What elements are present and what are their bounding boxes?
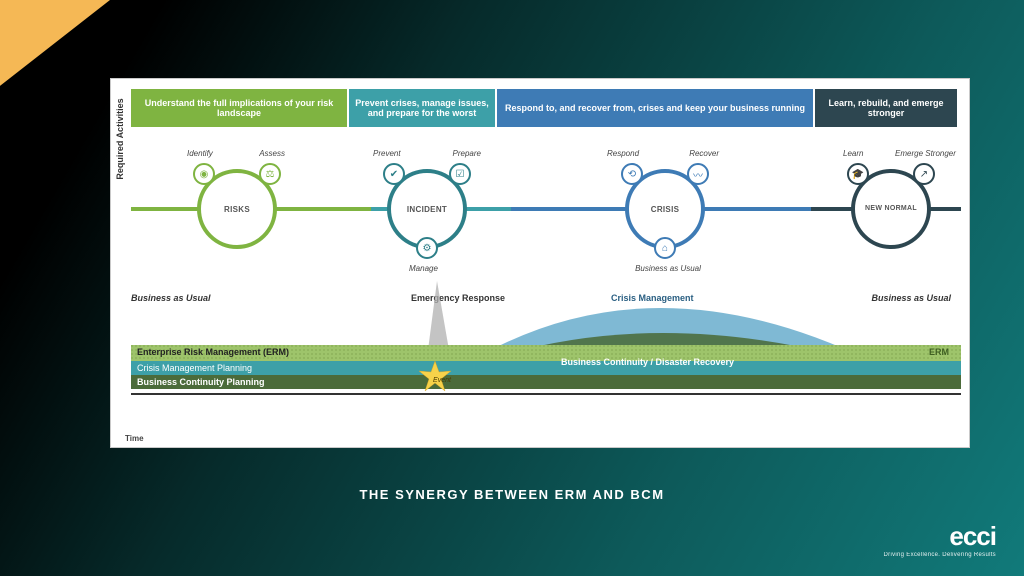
assess-label: Assess [259, 149, 285, 158]
respond-icon: ⟲ [621, 163, 643, 185]
learn-icon: 🎓 [847, 163, 869, 185]
respond-label: Respond [607, 149, 639, 158]
slide-caption: THE SYNERGY BETWEEN ERM AND BCM [0, 487, 1024, 502]
manage-icon: ⚙ [416, 237, 438, 259]
prepare-icon: ☑ [449, 163, 471, 185]
phase-risks: Understand the full implications of your… [131, 89, 347, 127]
cmp-band-label: Crisis Management Planning [137, 363, 252, 373]
logo-tagline: Driving Excellence. Delivering Results [884, 552, 996, 558]
emerge-label: Emerge Stronger [895, 149, 965, 158]
bands-region: Enterprise Risk Management (ERM) ERM Cri… [131, 309, 961, 395]
diagram-inner: Understand the full implications of your… [131, 89, 961, 427]
identify-label: Identify [187, 149, 213, 158]
bau-icon: ⌂ [654, 237, 676, 259]
node-incident: INCIDENT ✔ Prevent ☑ Prepare ⚙ Manage [387, 169, 467, 249]
phase-newnormal: Learn, rebuild, and emerge stronger [815, 89, 957, 127]
prevent-label: Prevent [373, 149, 401, 158]
erm-right-label: ERM [929, 347, 949, 357]
prepare-label: Prepare [453, 149, 481, 158]
manage-label: Manage [409, 264, 438, 273]
event-star-label: Event [421, 377, 463, 384]
emerge-icon: ↗ [913, 163, 935, 185]
phase-incident: Prevent crises, manage issues, and prepa… [349, 89, 495, 127]
recover-icon: 〰 [687, 163, 709, 185]
node-risks: RISKS ◉ Identify ⚖ Assess [197, 169, 277, 249]
timeline-area: RISKS ◉ Identify ⚖ Assess INCIDENT ✔ Pre… [131, 133, 961, 293]
ecci-logo: ecci Driving Excellence. Delivering Resu… [884, 521, 996, 558]
x-axis-label: Time [125, 434, 144, 443]
phase-crisis: Respond to, and recover from, crises and… [497, 89, 813, 127]
learn-label: Learn [843, 149, 863, 158]
bcp-band-label: Business Continuity Planning [137, 377, 265, 387]
bau-node-label: Business as Usual [623, 264, 713, 273]
prevent-icon: ✔ [383, 163, 405, 185]
phase-header-row: Understand the full implications of your… [131, 89, 961, 127]
assess-icon: ⚖ [259, 163, 281, 185]
node-newnormal: NEW NORMAL 🎓 Learn ↗ Emerge Stronger [851, 169, 931, 249]
erm-band-label: Enterprise Risk Management (ERM) [137, 347, 289, 357]
diagram-panel: Required Activities Time Understand the … [110, 78, 970, 448]
identify-icon: ◉ [193, 163, 215, 185]
bcdr-curve-label: Business Continuity / Disaster Recovery [561, 357, 734, 367]
logo-text: ecci [884, 521, 996, 552]
time-axis-rule [131, 393, 961, 395]
y-axis-label: Required Activities [115, 79, 125, 199]
recover-label: Recover [689, 149, 719, 158]
node-crisis: CRISIS ⟲ Respond 〰 Recover ⌂ Business as… [625, 169, 705, 249]
